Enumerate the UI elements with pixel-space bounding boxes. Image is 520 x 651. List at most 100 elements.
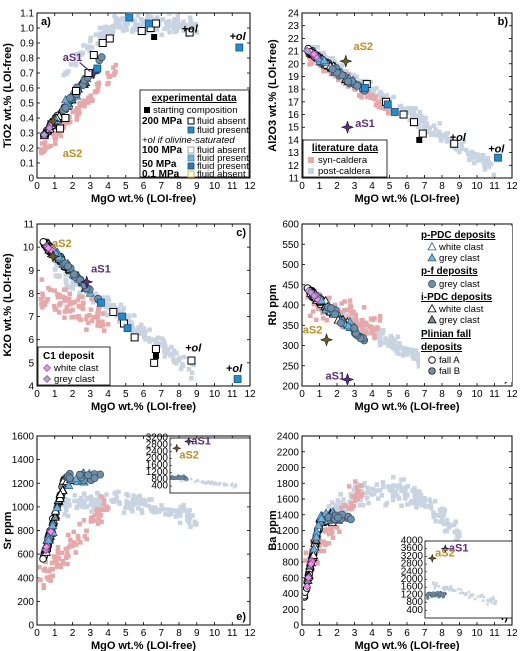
inset-post-marker [492,602,495,605]
inset-post-marker [223,482,227,485]
inset-post-marker [433,586,436,590]
x-tick-label: 5 [123,628,129,639]
syn-caldera-marker [330,524,336,529]
post-caldera-marker [392,489,398,494]
as1-marker [340,120,355,134]
syn-caldera-marker [39,141,45,146]
post-caldera-marker [413,106,419,111]
post-caldera-marker [53,273,59,278]
post-caldera-marker [374,482,380,487]
syn-caldera-marker [62,315,67,320]
x-tick-label: 1 [52,389,58,400]
x-axis-label: MgO wt.% (LOI-free) [91,640,196,651]
x-tick-label: 2 [334,628,340,639]
syn-caldera-marker [61,561,66,566]
y-tick-label: 1200 [277,526,300,537]
syn-caldera-marker [81,518,87,523]
post-caldera-marker [66,503,71,508]
syn-caldera-marker [42,147,48,152]
post-caldera-marker [63,278,69,284]
inset-post-marker [203,480,207,484]
syn-caldera-marker [310,309,316,314]
x-tick-label: 1 [317,389,323,400]
syn-caldera-marker [85,100,91,105]
syn-caldera-marker [340,324,345,330]
post-caldera-marker [189,375,194,381]
post-caldera-marker [401,107,406,112]
post-caldera-marker [421,117,427,122]
post-caldera-marker [486,162,491,168]
post-caldera-marker [413,500,418,506]
inset-y-tick-label: 2000 [401,574,424,585]
post-caldera-marker [403,485,408,490]
post-caldera-marker [437,129,442,134]
syn-caldera-marker [355,495,361,500]
syn-caldera-marker [374,326,379,332]
syn-caldera-marker [58,121,64,126]
syn-caldera-marker [92,314,98,320]
annotation-aS2: aS2 [52,238,72,250]
post-caldera-marker [431,123,437,128]
post-caldera-marker [121,510,127,515]
c1-white-marker [307,560,315,568]
inset-post-marker [480,593,484,597]
y-tick-label: 7 [28,312,34,323]
syn-caldera-marker [71,109,76,115]
syn-caldera-marker [386,108,391,113]
syn-caldera-marker [45,296,51,302]
c1-white-marker [309,50,318,59]
y-tick-label: 14 [288,135,300,146]
exp-fluid-absent-marker [89,51,98,59]
y-tick-label: 11 [289,174,300,185]
post-caldera-marker [418,118,423,123]
post-caldera-marker [74,282,80,287]
post-caldera-marker [81,504,87,510]
pf-grey-marker [336,318,345,327]
post-caldera-marker [163,20,169,25]
post-caldera-marker [192,521,198,527]
post-caldera-marker [175,17,181,23]
inset-y-tick-label: 800 [406,597,423,608]
legend-post-label: post-caldera [318,166,371,177]
post-caldera-marker [349,314,355,319]
syn-caldera-marker [59,550,65,556]
syn-caldera-marker [106,74,111,80]
post-caldera-marker [418,492,424,498]
post-caldera-marker [182,28,188,33]
post-caldera-marker [364,495,370,501]
legend-plinian-2: deposits [421,342,463,353]
syn-caldera-marker [77,521,82,527]
post-caldera-marker [86,496,91,502]
inset-y-tick-label: 4000 [401,536,424,547]
post-caldera-marker [136,495,141,501]
syn-caldera-marker [99,494,104,499]
post-caldera-marker [66,498,72,503]
y-tick-label: 0.7 [20,69,34,80]
inset-post-marker [213,481,217,484]
y-tick-label: 1.1 [20,9,34,20]
post-caldera-marker [371,89,376,94]
post-caldera-marker [113,490,118,496]
post-caldera-marker [178,509,183,514]
post-caldera-marker [312,44,317,50]
syn-caldera-marker [352,498,358,504]
post-caldera-marker [399,503,404,508]
post-caldera-marker [178,504,183,510]
post-caldera-marker [80,50,86,56]
syn-caldera-marker [51,131,57,136]
syn-caldera-marker [76,107,81,112]
inset-post-marker [467,596,471,599]
post-caldera-marker [397,104,403,110]
c1-white-marker [46,527,55,536]
exp-fluid-present-marker [235,43,244,52]
syn-caldera-marker [351,318,356,324]
y-tick-label: 13 [288,148,300,159]
post-caldera-marker [89,496,95,502]
post-caldera-marker [369,492,374,497]
x-axis-label: MgO wt.% (LOI-free) [354,640,459,651]
x-tick-label: 2 [70,181,76,192]
post-caldera-marker [491,172,497,177]
post-caldera-marker [366,500,371,506]
x-tick-label: 3 [87,181,93,192]
